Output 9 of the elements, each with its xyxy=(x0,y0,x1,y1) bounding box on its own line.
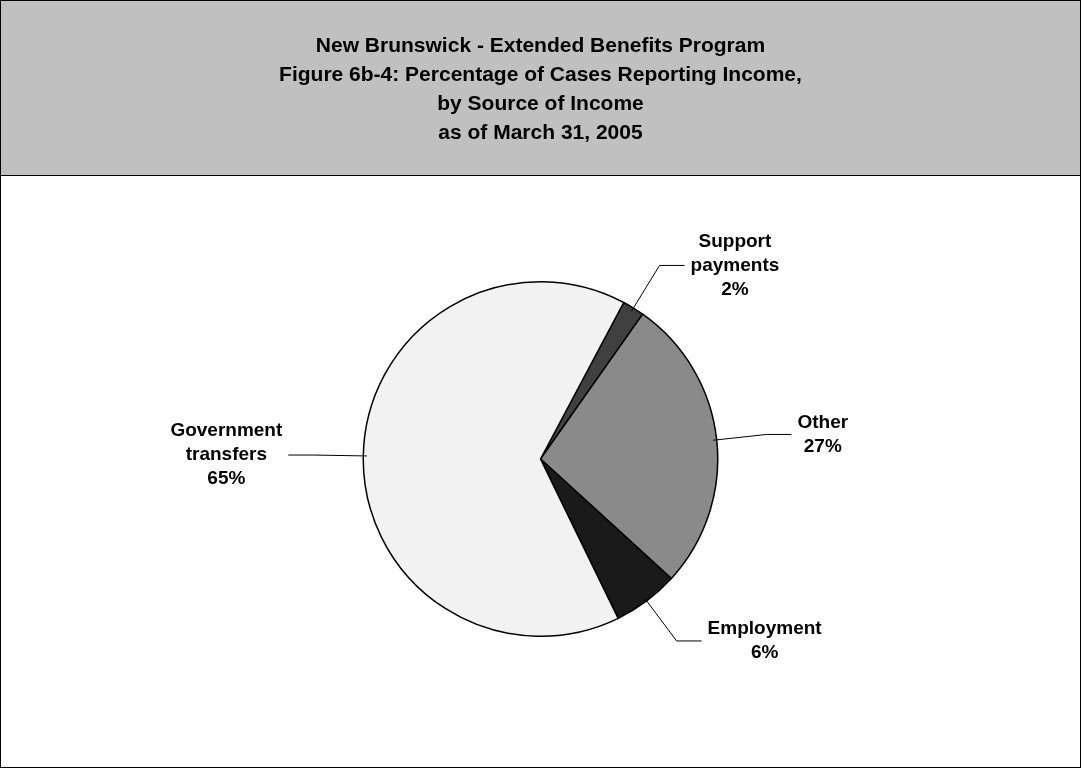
data-label: 6% xyxy=(750,641,779,663)
slice-label: Support payments xyxy=(690,229,780,275)
slice-label: Employment xyxy=(707,617,823,639)
data-label: 65% xyxy=(207,467,246,489)
chart-title: New Brunswick - Extended Benefits Program Figure 6b-4: Percentage of Cases Reporting Income, by Source of Income as of March 31, 2005 xyxy=(1,1,1080,176)
data-label: 2% xyxy=(721,277,749,299)
data-label: 27% xyxy=(803,434,842,456)
slice-label: Other xyxy=(797,410,849,432)
slice-label: Government transfers xyxy=(170,419,283,465)
